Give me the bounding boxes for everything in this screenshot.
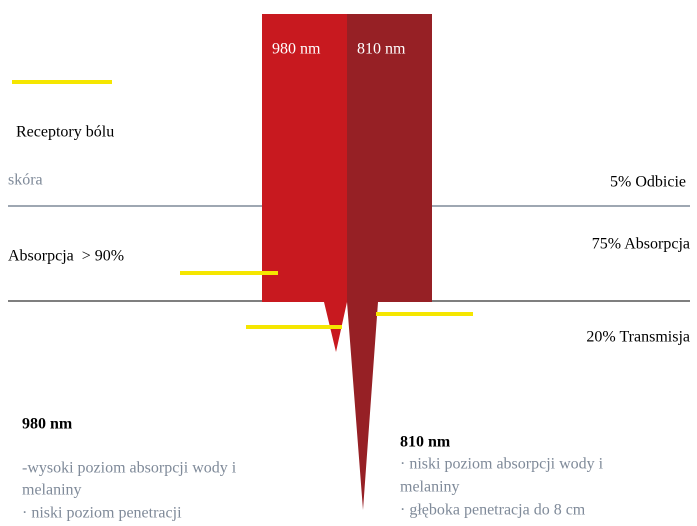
beam-810 xyxy=(347,14,432,510)
label: 20% Transmisja xyxy=(586,329,690,346)
label: Absorpcja > 90% xyxy=(8,248,124,265)
note-line: -wysoki poziom absorpcji wody i xyxy=(22,460,237,477)
label: 5% Odbicie xyxy=(610,174,686,191)
label: Receptory bólu xyxy=(16,124,114,141)
beam-label: 810 nm xyxy=(357,41,406,58)
note-line: · niski poziom penetracji xyxy=(22,505,182,522)
note-title: 980 nm xyxy=(22,416,73,433)
label: skóra xyxy=(8,172,43,189)
note-line: melaniny xyxy=(22,482,82,499)
beam-label: 980 nm xyxy=(272,41,321,58)
label: 75% Absorpcja xyxy=(592,236,690,253)
note-line: · niski poziom absorpcji wody i xyxy=(400,456,604,473)
note-title: 810 nm xyxy=(400,434,451,451)
note-line: melaniny xyxy=(400,479,460,496)
beam-980 xyxy=(262,14,347,352)
note-line: · głęboka penetracja do 8 cm xyxy=(400,502,586,519)
